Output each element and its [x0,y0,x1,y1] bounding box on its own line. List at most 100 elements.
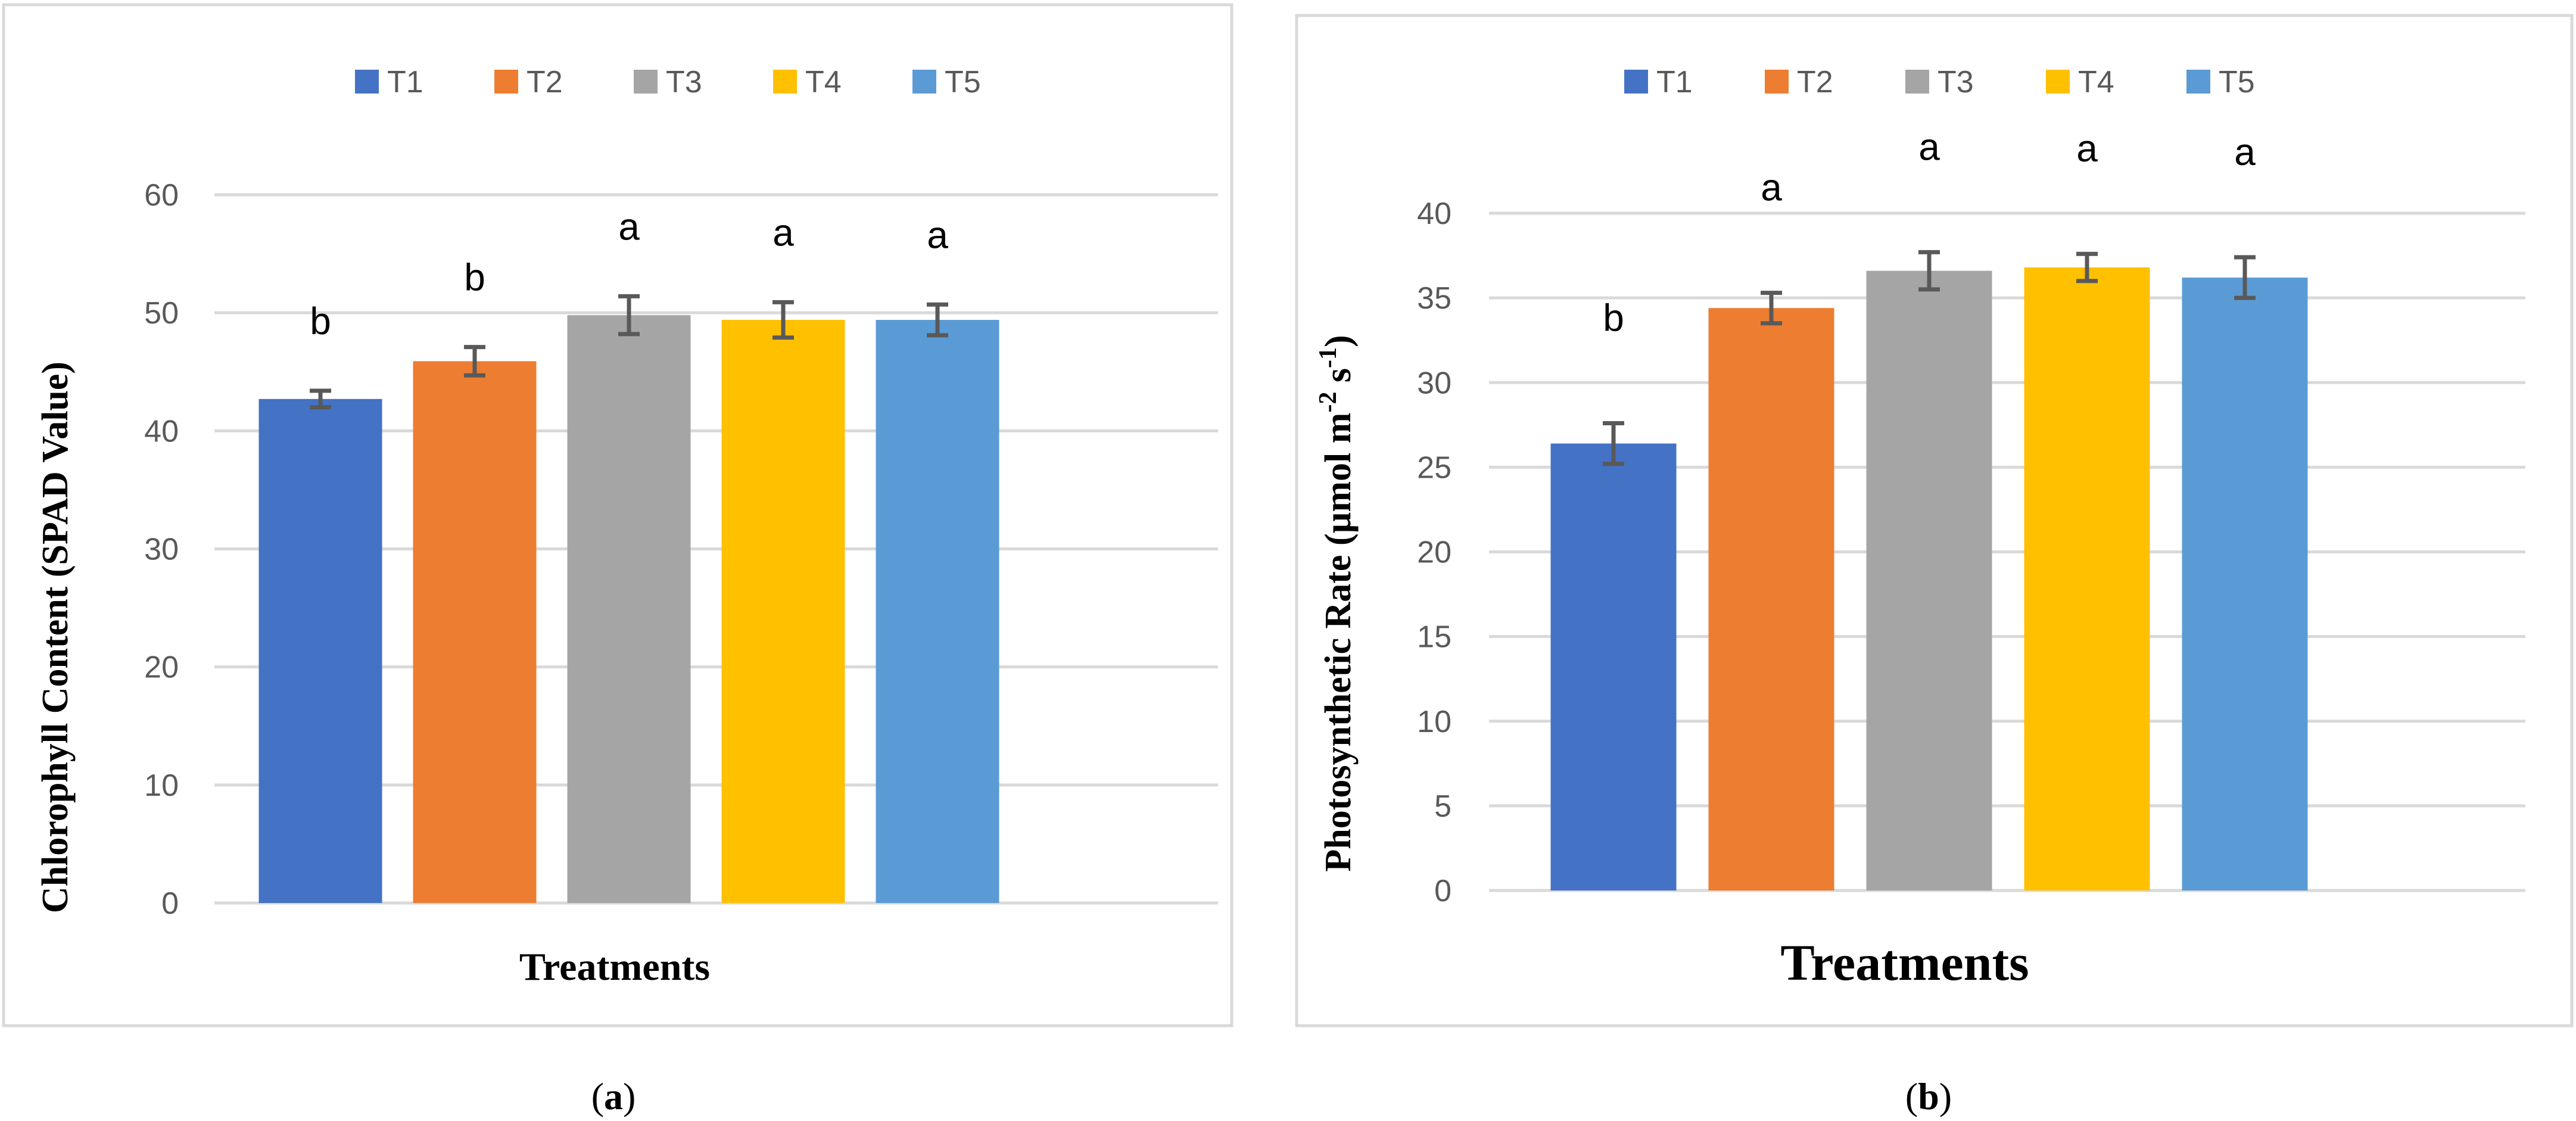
chart-a-bar-t4 [721,320,845,903]
chart-a-error-bar-t3 [618,294,640,337]
chart-panel-b: 0 5 10 15 20 25 30 35 40 b a a a a T1 T2 T3 T4 T5 Treatm… [1295,14,2574,1117]
chart-b-legend-item-t4: T4 [2046,65,2114,99]
chart-a-significance-letter: a [927,213,948,256]
chart-b-error-bar-t4 [2076,251,2098,284]
chart-b-y-axis-label: Photosynthetic Rate (µmol m-2 s-1) [1315,335,1359,871]
chart-a-significance-letter: a [773,211,794,254]
chart-b-y-tick-labels: 0 5 10 15 20 25 30 35 40 [1417,197,1451,908]
chart-b-error-bar-t1 [1603,421,1624,466]
legend-label: T1 [1656,65,1693,99]
chart-a-error-bars [310,294,948,410]
chart-a-y-axis-label: Chlorophyll Content (SPAD Value) [35,362,76,913]
chart-a-panel-label: (a) [591,1075,636,1117]
chart-a-bars [258,315,999,903]
legend-swatch [494,70,518,94]
chart-a-y-tick-labels: 0 10 20 30 40 50 60 [144,178,179,921]
chart-b-y-tick-label: 35 [1417,281,1451,316]
legend-label: T3 [666,65,702,99]
chart-b-y-tick-label: 25 [1417,450,1451,485]
chart-a-bar-t2 [413,361,537,903]
chart-a-y-tick-label: 20 [144,650,179,685]
chart-a-y-tick-label: 10 [144,768,179,803]
chart-a-significance-letter: b [464,256,485,299]
legend-label: T2 [527,65,563,99]
chart-a-error-bar-t1 [310,388,331,410]
chart-a-y-tick-label: 30 [144,533,179,567]
legend-swatch [355,70,379,94]
chart-b-significance-letter: a [2076,127,2098,170]
chart-a-bar-t1 [258,398,382,903]
chart-a-legend-item-t4: T4 [773,65,842,99]
chart-b-bar-t5 [2182,278,2308,890]
chart-b-panel-letter: b [1918,1075,1939,1117]
legend-swatch [912,70,936,94]
chart-a-x-axis-label: Treatments [519,945,710,989]
chart-a-error-bar-t2 [464,345,485,378]
chart-b-legend-item-t3: T3 [1905,65,1974,99]
chart-b-significance-letter: a [1918,125,1940,168]
legend-label: T1 [387,65,423,99]
chart-b-y-axis-label-sup1: -2 [1315,392,1342,413]
chart-panel-a: 0 10 20 30 40 50 60 b b a a a T1 T2 T3 T4 T5 Treatment… [2,3,1234,1117]
chart-a-bar-t3 [567,315,691,903]
chart-b-y-tick-label: 20 [1417,535,1451,570]
chart-b-error-bars [1603,250,2256,466]
legend-label: T4 [805,65,842,99]
legend-swatch [1765,70,1789,94]
chart-a-error-bar-t5 [927,302,948,338]
legend-swatch [2186,70,2210,94]
chart-b-error-bar-t3 [1918,250,1940,292]
chart-b-y-tick-label: 15 [1417,620,1451,655]
legend-swatch [1905,70,1929,94]
chart-a-legend-item-t1: T1 [355,65,423,99]
chart-b-bar-t2 [1708,308,1834,890]
chart-b-significance-letter: b [1603,296,1624,339]
chart-a-panel-letter: a [604,1075,623,1117]
chart-b-y-axis-label-main: Photosynthetic Rate (µmol m [1318,413,1359,872]
chart-b-x-axis-label: Treatments [1780,934,2029,991]
chart-a-error-bar-t4 [773,300,794,340]
chart-a-significance-letter: b [310,300,331,342]
chart-a-legend-item-t3: T3 [634,65,702,99]
legend-label: T5 [2219,65,2255,99]
legend-swatch [2046,70,2070,94]
chart-a-legend-item-t5: T5 [912,65,981,99]
chart-a-bar-t5 [876,320,999,903]
chart-a-y-tick-label: 50 [144,296,179,331]
chart-b-y-tick-label: 5 [1434,789,1451,824]
chart-b-significance-letters: b a a a a [1603,125,2256,339]
legend-swatch [1624,70,1648,94]
chart-b-legend-item-t2: T2 [1765,65,1833,99]
chart-a-y-tick-label: 0 [161,886,179,921]
chart-b-panel-label: (b) [1905,1075,1952,1117]
legend-swatch [634,70,658,94]
chart-b-bars [1550,267,2308,891]
chart-b-bar-t4 [2024,267,2150,891]
chart-b-significance-letter: a [1761,166,1782,209]
chart-b-legend-item-t5: T5 [2186,65,2255,99]
chart-b-legend: T1 T2 T3 T4 T5 [1624,65,2255,99]
chart-a-y-tick-label: 40 [144,414,179,449]
chart-a-significance-letters: b b a a a [310,205,948,342]
chart-b-y-axis-label-end: ) [1318,335,1359,347]
chart-b-bar-t3 [1866,270,1992,890]
chart-b-error-bar-t5 [2234,255,2256,300]
chart-b-error-bar-t2 [1761,291,1782,326]
chart-b-y-tick-label: 30 [1417,366,1451,400]
chart-a-y-tick-label: 60 [144,178,179,213]
chart-b-y-tick-label: 10 [1417,705,1451,739]
legend-swatch [773,70,797,94]
chart-b-y-axis-label-mid: s [1318,368,1359,392]
chart-a-significance-letter: a [618,205,640,248]
chart-b-y-axis-label-sup2: -1 [1315,347,1342,368]
chart-b-significance-letter: a [2234,130,2256,173]
chart-b-y-tick-label: 40 [1417,197,1451,231]
chart-b-legend-item-t1: T1 [1624,65,1693,99]
chart-b-y-tick-label: 0 [1434,874,1451,908]
chart-a-legend-item-t2: T2 [494,65,563,99]
chart-a-legend: T1 T2 T3 T4 T5 [355,65,981,99]
legend-label: T4 [2078,65,2114,99]
legend-label: T5 [945,65,981,99]
chart-b-bar-t1 [1550,443,1677,890]
